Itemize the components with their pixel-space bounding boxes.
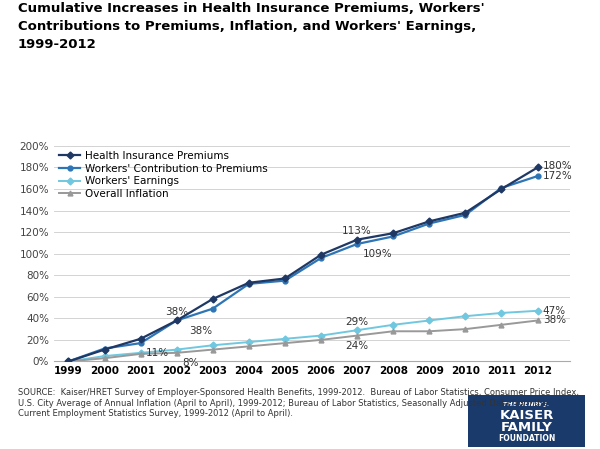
Text: KAISER: KAISER bbox=[499, 409, 554, 422]
Text: 24%: 24% bbox=[346, 341, 368, 351]
Text: 109%: 109% bbox=[362, 249, 392, 260]
Legend: Health Insurance Premiums, Workers' Contribution to Premiums, Workers' Earnings,: Health Insurance Premiums, Workers' Cont… bbox=[59, 151, 268, 199]
Text: 47%: 47% bbox=[543, 306, 566, 316]
Text: 11%: 11% bbox=[146, 348, 169, 358]
Text: 180%: 180% bbox=[543, 161, 572, 172]
Text: FAMILY: FAMILY bbox=[500, 421, 553, 434]
Text: 38%: 38% bbox=[165, 307, 188, 317]
Text: SOURCE:  Kaiser/HRET Survey of Employer-Sponsored Health Benefits, 1999-2012.  B: SOURCE: Kaiser/HRET Survey of Employer-S… bbox=[18, 388, 579, 418]
Text: 113%: 113% bbox=[342, 226, 372, 237]
Text: Contributions to Premiums, Inflation, and Workers' Earnings,: Contributions to Premiums, Inflation, an… bbox=[18, 20, 476, 33]
Text: Cumulative Increases in Health Insurance Premiums, Workers': Cumulative Increases in Health Insurance… bbox=[18, 2, 485, 15]
Text: 29%: 29% bbox=[346, 317, 368, 327]
Text: 172%: 172% bbox=[543, 171, 572, 181]
Text: 38%: 38% bbox=[190, 326, 212, 336]
Text: 8%: 8% bbox=[182, 358, 199, 368]
Text: 1999-2012: 1999-2012 bbox=[18, 38, 97, 51]
Text: THE HENRY J.: THE HENRY J. bbox=[503, 402, 550, 407]
Text: 38%: 38% bbox=[543, 316, 566, 326]
Text: FOUNDATION: FOUNDATION bbox=[498, 434, 555, 443]
